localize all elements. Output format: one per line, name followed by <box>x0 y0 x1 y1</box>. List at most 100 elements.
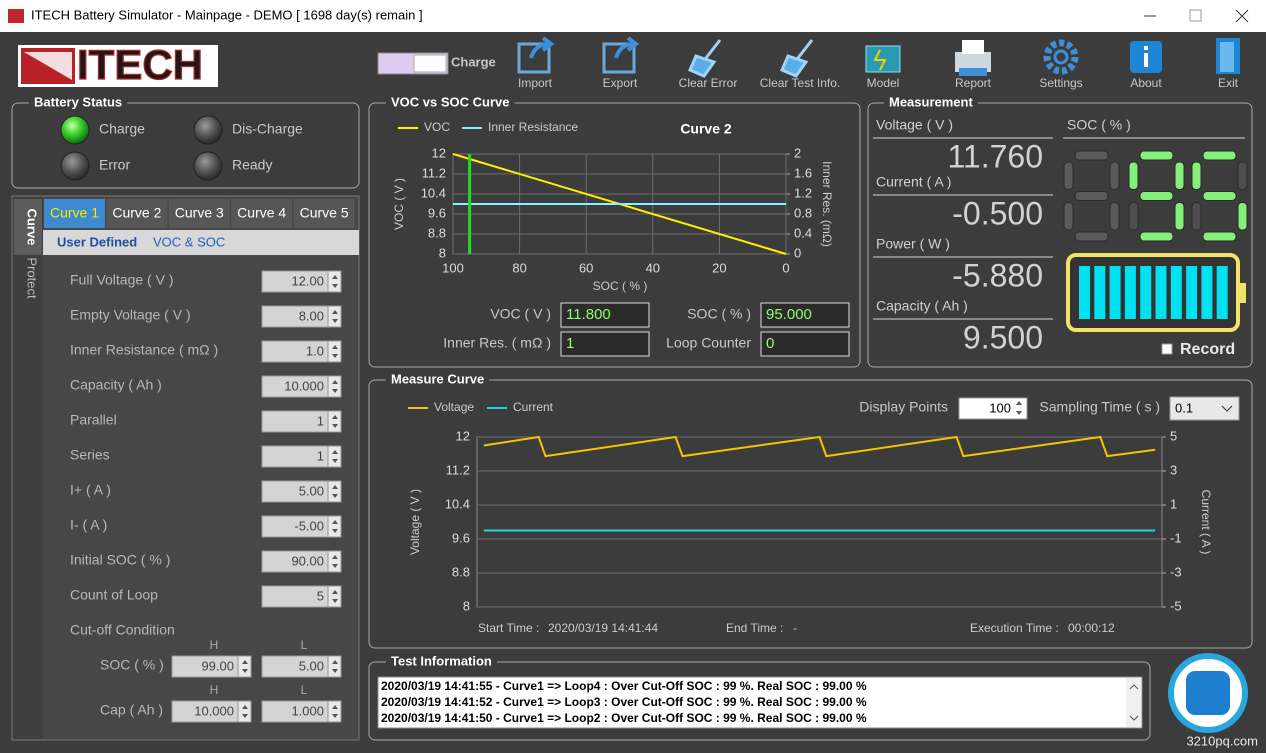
spin-arrows <box>332 415 338 428</box>
battery-bar <box>1155 266 1167 319</box>
sub-tab[interactable]: User Defined <box>57 234 137 249</box>
record-checkbox[interactable] <box>1161 343 1173 355</box>
toolbar-button[interactable]: Report <box>955 40 992 90</box>
curve-tab-label[interactable]: Curve 1 <box>50 205 99 221</box>
segment <box>1202 150 1237 161</box>
toolbar-button[interactable]: Export <box>602 36 640 90</box>
field-value: 95.000 <box>766 306 812 323</box>
input-value[interactable]: 10.000 <box>194 703 234 718</box>
y2-tick-label: 0.4 <box>794 225 812 240</box>
input-value[interactable]: 12.00 <box>291 273 324 288</box>
axis-label: Voltage ( V ) <box>408 489 422 555</box>
y-tick-label: 10.4 <box>445 496 470 511</box>
curve-tab-label[interactable]: Curve 4 <box>237 205 286 221</box>
input-value[interactable]: 1.000 <box>291 703 324 718</box>
spin-arrows <box>332 275 338 288</box>
curve-tab[interactable] <box>44 199 105 228</box>
group-title: Measurement <box>889 94 973 109</box>
spin-button[interactable] <box>327 655 342 678</box>
segment <box>1202 191 1237 201</box>
icon <box>1144 46 1148 50</box>
maximize-button[interactable] <box>1189 9 1202 22</box>
field-value: 1 <box>566 335 574 352</box>
time-value: 00:00:12 <box>1068 621 1115 635</box>
record-label[interactable]: Record <box>1180 341 1235 358</box>
logo-text: ITECH <box>77 41 203 88</box>
curve-tab[interactable] <box>106 199 168 228</box>
spin-arrows <box>332 380 338 393</box>
spin-button[interactable] <box>327 340 342 363</box>
window-title: ITECH Battery Simulator - Mainpage - DEM… <box>31 7 423 22</box>
side-tab-active[interactable] <box>14 199 42 255</box>
toolbar-button[interactable]: Clear Error <box>679 39 738 90</box>
x-tick-label: 100 <box>442 260 464 275</box>
input-value[interactable]: 100 <box>989 400 1011 415</box>
input-value[interactable]: -5.00 <box>294 518 324 533</box>
curve-tab[interactable] <box>293 199 355 228</box>
spin-button[interactable] <box>327 550 342 573</box>
input-value[interactable]: 5.00 <box>299 483 324 498</box>
dropdown[interactable] <box>1169 396 1240 421</box>
toolbar-button[interactable]: Model <box>865 45 901 90</box>
scrollbar[interactable] <box>1126 678 1141 727</box>
group-title: Battery Status <box>34 94 122 109</box>
seven-segment-digit <box>1191 150 1248 242</box>
dropdown-value[interactable]: 0.1 <box>1175 400 1193 415</box>
curve-tab[interactable] <box>231 199 293 228</box>
parameter-label: Capacity ( Ah ) <box>70 377 162 393</box>
field-box <box>760 302 850 328</box>
toolbar-button[interactable]: About <box>1130 41 1162 90</box>
sub-tab[interactable]: VOC & SOC <box>153 234 225 249</box>
control-label: Sampling Time ( s ) <box>1039 399 1160 415</box>
spin-button[interactable] <box>327 270 342 293</box>
field-value: 0 <box>766 335 774 352</box>
input-value[interactable]: 1.0 <box>306 343 324 358</box>
spin-button[interactable] <box>327 410 342 433</box>
input-value[interactable]: 99.00 <box>201 658 234 673</box>
input-value[interactable]: 8.00 <box>299 308 324 323</box>
toolbar-button[interactable]: Clear Test Info. <box>760 39 840 90</box>
number-input[interactable] <box>958 397 1028 420</box>
curve-tab-label[interactable]: Curve 5 <box>300 205 349 221</box>
toolbar-button[interactable]: Exit <box>1216 38 1240 90</box>
input-value[interactable]: 1 <box>317 448 324 463</box>
input-value[interactable]: 90.00 <box>291 553 324 568</box>
cutoff-label: Cap ( Ah ) <box>100 702 163 718</box>
stop-button[interactable] <box>1186 671 1230 715</box>
input-value[interactable]: 5 <box>317 588 324 603</box>
icon <box>1144 53 1148 67</box>
segment <box>1109 161 1120 190</box>
curve-tab[interactable] <box>168 199 230 228</box>
log-line: 2020/03/19 14:41:50 - Curve1 => Loop2 : … <box>381 711 867 725</box>
spin-button[interactable] <box>237 655 252 678</box>
y2-tick-label: 1.2 <box>794 185 812 200</box>
y-tick-label: 12 <box>432 145 446 160</box>
spin-button[interactable] <box>327 480 342 503</box>
segment <box>1174 202 1185 231</box>
toolbar-button[interactable]: Settings <box>1039 39 1083 90</box>
input-value[interactable]: 1 <box>317 413 324 428</box>
status-label: Ready <box>232 157 272 173</box>
spin-button[interactable] <box>327 305 342 328</box>
legend-label: Current <box>513 400 554 414</box>
spin-button[interactable] <box>327 585 342 608</box>
spin-button[interactable] <box>327 700 342 723</box>
input-value[interactable]: 5.00 <box>299 658 324 673</box>
measure-label: Current ( A ) <box>876 174 951 190</box>
spin-button[interactable] <box>237 700 252 723</box>
spin-button[interactable] <box>327 375 342 398</box>
spin-button[interactable] <box>327 445 342 468</box>
spin-button[interactable] <box>327 515 342 538</box>
app-icon <box>8 9 24 23</box>
close-button[interactable] <box>1235 9 1249 23</box>
soc-label: SOC ( % ) <box>1067 117 1131 133</box>
segment <box>1202 231 1237 242</box>
input-value[interactable]: 10.000 <box>284 378 324 393</box>
side-tab[interactable]: Protect <box>25 257 40 299</box>
group-box <box>368 379 1253 649</box>
side-tab[interactable]: Curve <box>25 209 40 246</box>
curve-tab-label[interactable]: Curve 2 <box>112 205 161 221</box>
y-tick-label: 10.4 <box>421 185 446 200</box>
curve-tab-label[interactable]: Curve 3 <box>175 205 224 221</box>
toolbar-button[interactable]: Import <box>517 36 555 90</box>
